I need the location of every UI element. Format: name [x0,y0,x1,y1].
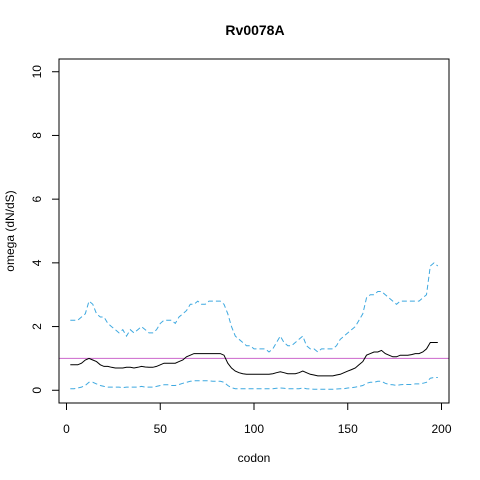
plot-area [59,262,449,390]
x-tick-label: 100 [244,422,264,436]
x-axis-label: codon [238,451,271,465]
y-tick-label: 4 [30,259,44,266]
plot-frame [58,58,450,404]
y-tick-label: 8 [30,132,44,139]
y-tick-label: 2 [30,323,44,330]
x-tick-label: 50 [154,422,168,436]
y-tick-label: 0 [30,387,44,394]
y-tick-label: 10 [30,65,44,79]
y-tick-label: 6 [30,195,44,202]
upper-bound-line [70,262,439,353]
x-axis: 0 50 100 150 200 [63,403,452,436]
x-tick-label: 0 [63,422,70,436]
lower-bound-line [70,377,438,390]
x-tick-label: 200 [431,422,451,436]
y-axis: 0 2 4 6 8 10 [30,65,59,394]
estimate-line [70,342,438,377]
x-tick-label: 150 [338,422,358,436]
y-axis-label: omega (dN/dS) [3,190,17,271]
chart-title: Rv0078A [225,22,284,38]
